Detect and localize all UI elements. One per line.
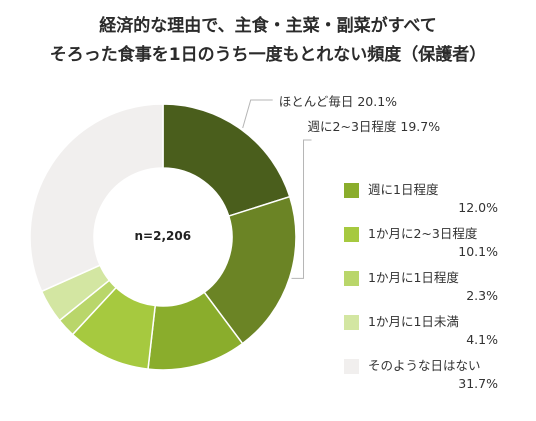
chart-title-line2: そろった食事を1日のうち一度もとれない頻度（保護者）	[49, 45, 487, 65]
legend-item-once-per-month: 1か月に1日程度 2.3%	[344, 264, 534, 308]
legend-value: 4.1%	[466, 332, 498, 347]
legend-swatch	[344, 315, 359, 330]
chart-title-line1: 経済的な理由で、主食・主菜・副菜がすべて	[99, 16, 437, 36]
legend-swatch	[344, 227, 359, 242]
callout-label-almost-every-day-text: ほとんど毎日	[278, 94, 354, 109]
callout-leader-almost-every-day	[242, 99, 273, 129]
legend-item-once-per-week: 週に1日程度 12.0%	[344, 176, 534, 220]
legend-value: 12.0%	[458, 200, 498, 215]
donut-slice-never	[29, 103, 164, 293]
legend-swatch	[344, 271, 359, 286]
legend-value: 2.3%	[466, 288, 498, 303]
chart-title: 経済的な理由で、主食・主菜・副菜がすべて そろった食事を1日のうち一度もとれない…	[0, 12, 536, 70]
legend-label: そのような日はない	[368, 358, 481, 373]
callout-label-two-three-per-week-text: 週に2~3日程度	[307, 119, 397, 134]
legend-item-two-three-per-month: 1か月に2~3日程度 10.1%	[344, 220, 534, 264]
callout-label-almost-every-day: ほとんど毎日 20.1%	[279, 91, 397, 110]
donut-slice-two-three-per-week	[203, 195, 297, 345]
legend-label: 1か月に2~3日程度	[368, 226, 478, 241]
callout-label-two-three-per-week-value: 19.7%	[400, 119, 441, 134]
callout-label-almost-every-day-value: 20.1%	[357, 94, 398, 109]
legend-value: 31.7%	[458, 376, 498, 391]
legend-item-less-than-once-per-month: 1か月に1日未満 4.1%	[344, 308, 534, 352]
sample-size-label: n=2,206	[134, 229, 192, 243]
legend-item-never: そのような日はない 31.7%	[344, 352, 534, 396]
callout-label-two-three-per-week: 週に2~3日程度 19.7%	[308, 116, 441, 135]
legend-label: 1か月に1日程度	[368, 270, 459, 285]
legend-label: 1か月に1日未満	[368, 314, 459, 329]
donut-slice-almost-every-day	[162, 103, 291, 218]
legend-swatch	[344, 359, 359, 374]
legend-swatch	[344, 183, 359, 198]
legend-label: 週に1日程度	[368, 182, 439, 197]
callout-leader-two-three-per-week	[291, 139, 312, 279]
legend-value: 10.1%	[458, 244, 498, 259]
